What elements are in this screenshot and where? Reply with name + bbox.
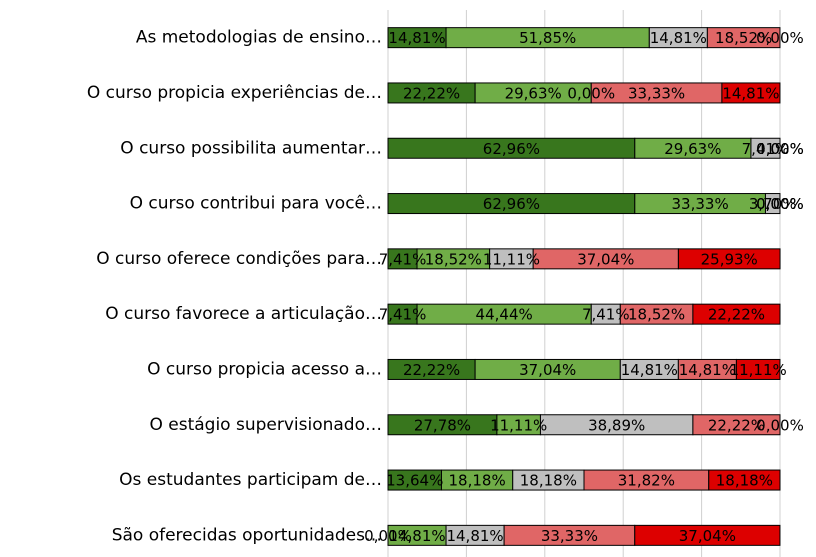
category-label: O curso possibilita aumentar…: [120, 138, 382, 158]
data-label: 37,04%: [577, 250, 634, 268]
category-label: O curso contribui para você…: [130, 194, 382, 214]
data-label: 13,64%: [386, 472, 443, 490]
data-label: 37,04%: [519, 361, 576, 379]
data-label: 14,81%: [388, 527, 445, 545]
data-label: 38,89%: [588, 416, 645, 434]
bar-segment: [634, 524, 781, 546]
data-label: 0,00%: [756, 195, 804, 213]
data-label: 0,00%: [567, 84, 615, 102]
bar-segment: [692, 303, 781, 325]
data-label: 0,00%: [364, 527, 412, 545]
data-label: 0,00%: [756, 140, 804, 158]
data-label: 62,96%: [483, 140, 540, 158]
data-label: 37,04%: [679, 527, 736, 545]
data-label: 14,81%: [388, 29, 445, 47]
data-label: 31,82%: [618, 472, 675, 490]
bar-segment: [692, 414, 781, 436]
data-label: 44,44%: [476, 306, 533, 324]
data-label: 18,18%: [716, 472, 773, 490]
data-label: 0,00%: [756, 140, 804, 158]
category-label: O curso propicia acesso a…: [147, 359, 382, 379]
data-label: 18,52%: [715, 29, 772, 47]
category-label: Os estudantes participam de…: [119, 470, 382, 490]
data-label: 18,52%: [425, 250, 482, 268]
bar-segment: [764, 193, 781, 215]
data-label: 3,70%: [749, 195, 797, 213]
data-label: 18,18%: [520, 472, 577, 490]
data-label: 51,85%: [519, 29, 576, 47]
data-label: 7,41%: [379, 306, 427, 324]
bar-segment: [677, 248, 781, 270]
data-label: 25,93%: [701, 250, 758, 268]
data-label: 33,33%: [541, 527, 598, 545]
data-label: 29,63%: [664, 140, 721, 158]
data-label: 29,63%: [505, 84, 562, 102]
data-label: 0,00%: [756, 416, 804, 434]
data-label: 22,22%: [403, 361, 460, 379]
data-label: 7,41%: [742, 140, 790, 158]
data-label: 7,41%: [582, 306, 630, 324]
category-label: O curso oferece condições para…: [96, 249, 382, 269]
category-label: O curso propicia experiências de…: [87, 83, 382, 103]
data-label: 11,11%: [483, 250, 540, 268]
data-label: 22,22%: [708, 416, 765, 434]
category-label: As metodologias de ensino…: [136, 28, 382, 48]
data-label: 33,33%: [628, 84, 685, 102]
data-label: 22,22%: [403, 84, 460, 102]
data-label: 7,41%: [379, 250, 427, 268]
bar-segment: [721, 82, 781, 104]
category-label: O estágio supervisionado…: [149, 415, 382, 435]
data-label: 14,81%: [679, 361, 736, 379]
data-label: 18,18%: [449, 472, 506, 490]
data-label: 22,22%: [708, 306, 765, 324]
bar-segment: [708, 469, 781, 491]
bar-segment: [706, 27, 781, 49]
bar-segment: [750, 137, 781, 159]
data-label: 11,11%: [490, 416, 547, 434]
data-label: 14,81%: [722, 84, 779, 102]
data-label: 14,81%: [446, 527, 503, 545]
data-label: 0,00%: [756, 29, 804, 47]
data-label: 33,33%: [672, 195, 729, 213]
bar-segment: [735, 358, 781, 380]
data-label: 14,81%: [650, 29, 707, 47]
data-label: 18,52%: [628, 306, 685, 324]
category-label: São oferecidas oportunidades…: [112, 525, 382, 545]
data-label: 14,81%: [621, 361, 678, 379]
data-label: 27,78%: [414, 416, 471, 434]
category-label: O curso favorece a articulação…: [105, 304, 382, 324]
data-label: 11,11%: [730, 361, 787, 379]
data-label: 0,00%: [756, 195, 804, 213]
data-label: 62,96%: [483, 195, 540, 213]
